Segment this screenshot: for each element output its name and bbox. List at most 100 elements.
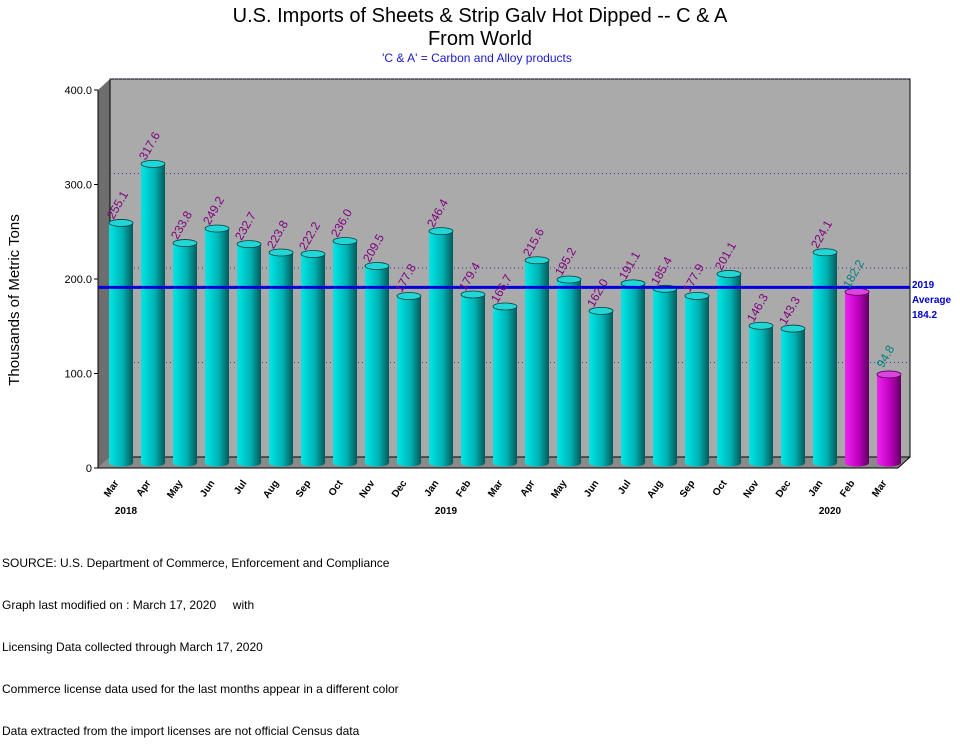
y-tick-label: 400.0 <box>64 85 92 97</box>
x-tick-label: Mar <box>102 478 121 499</box>
bar-base <box>845 459 869 467</box>
x-tick-label: May <box>549 478 569 501</box>
y-axis-label: Thousands of Metric Tons <box>6 214 23 385</box>
bar-top <box>812 248 838 257</box>
average-label-year: 2019 <box>912 280 935 291</box>
bar-body <box>781 328 805 463</box>
x-tick-label: Oct <box>711 478 730 499</box>
bar-body <box>237 244 261 463</box>
bar-base <box>397 459 421 467</box>
bar-body <box>525 260 549 463</box>
x-tick-label: Sep <box>294 478 314 499</box>
average-label-value: 184.2 <box>912 310 937 321</box>
bar-base <box>269 459 293 467</box>
bar-top <box>588 307 614 315</box>
bar-base <box>333 459 357 467</box>
bar-base <box>717 459 741 467</box>
bar <box>492 302 518 467</box>
x-tick-label: Jan <box>807 478 826 498</box>
x-tick-label: Sep <box>678 478 698 499</box>
footer-line: Licensing Data collected through March 1… <box>2 640 263 654</box>
source-footer: SOURCE: U.S. Department of Commerce, Enf… <box>2 528 399 752</box>
bar <box>140 159 166 467</box>
bar-body <box>141 163 165 464</box>
x-tick-label: Apr <box>135 478 154 499</box>
bar <box>460 290 486 467</box>
bar-base <box>749 459 773 467</box>
bar-top <box>684 291 710 300</box>
footer-line: Graph last modified on : March 17, 2020 … <box>2 598 255 612</box>
bar <box>556 275 582 467</box>
bar-top <box>524 256 550 265</box>
bar-top <box>748 321 774 330</box>
bar <box>780 324 806 467</box>
y-tick-label: 200.0 <box>64 274 92 286</box>
bar-body <box>365 266 389 463</box>
bar <box>716 270 742 467</box>
bar-top <box>716 270 742 278</box>
y-tick-label: 100.0 <box>64 369 92 381</box>
x-tick-label: Feb <box>454 478 473 499</box>
bar-top <box>268 248 294 257</box>
x-tick-label: Aug <box>261 478 281 500</box>
bar-body <box>653 288 677 463</box>
bar-body <box>429 231 453 463</box>
average-label-text: Average <box>912 295 952 306</box>
bar-top <box>172 239 198 247</box>
bar-top <box>204 224 230 233</box>
bar <box>844 287 870 467</box>
x-tick-label: Nov <box>358 478 378 500</box>
bar-body <box>621 283 645 463</box>
bar-top <box>876 370 902 379</box>
footer-line: Commerce license data used for the last … <box>2 682 399 696</box>
bar <box>204 224 230 467</box>
bar-top <box>556 275 582 284</box>
bar-base <box>141 459 165 467</box>
bar <box>652 284 678 467</box>
bar-top <box>300 250 326 258</box>
x-tick-label: Oct <box>327 478 346 499</box>
year-label: 2020 <box>819 506 842 517</box>
bar <box>236 240 262 467</box>
x-tick-label: Jul <box>232 478 249 496</box>
bar-base <box>525 459 549 467</box>
bar-top <box>396 292 422 300</box>
bar-chart: U.S. Imports of Sheets & Strip Galv Hot … <box>6 5 952 517</box>
chart-title: U.S. Imports of Sheets & Strip Galv Hot … <box>233 5 728 27</box>
bar-base <box>109 459 133 467</box>
bar <box>428 227 454 467</box>
bar-top <box>428 227 454 236</box>
bar-top <box>460 290 486 299</box>
bar-top <box>108 219 134 227</box>
bar-base <box>621 459 645 467</box>
y-tick-label: 0 <box>86 463 92 475</box>
x-tick-label: Feb <box>838 478 857 499</box>
x-ticks: Mar Apr May Jun Jul Aug Sep Oct Nov Dec Jan Feb Mar A… <box>102 478 889 517</box>
bar-base <box>685 459 709 467</box>
bar-body <box>173 243 197 463</box>
bar-base <box>429 459 453 467</box>
bar-body <box>269 252 293 463</box>
floor-edge <box>897 456 911 469</box>
y-ticks: 0 100.0 200.0 300.0 400.0 <box>64 85 98 475</box>
bar <box>268 248 294 467</box>
x-tick-label: Nov <box>742 478 762 500</box>
bar-base <box>653 459 677 467</box>
bar <box>876 370 902 467</box>
bar-body <box>717 273 741 463</box>
bar <box>300 250 326 467</box>
bar-top <box>332 237 358 245</box>
bar-base <box>589 459 613 467</box>
y-tick-label: 300.0 <box>64 180 92 192</box>
bar-body <box>813 252 837 463</box>
bar <box>172 239 198 467</box>
x-tick-label: Dec <box>774 478 794 500</box>
x-tick-label: Jul <box>616 478 633 496</box>
x-tick-label: Mar <box>870 478 889 499</box>
bar-body <box>589 310 613 463</box>
x-tick-label: Apr <box>519 478 538 499</box>
plot-left-wall <box>98 79 110 468</box>
bar-base <box>557 459 581 467</box>
bar-base <box>461 459 485 467</box>
bar-top <box>140 159 166 168</box>
